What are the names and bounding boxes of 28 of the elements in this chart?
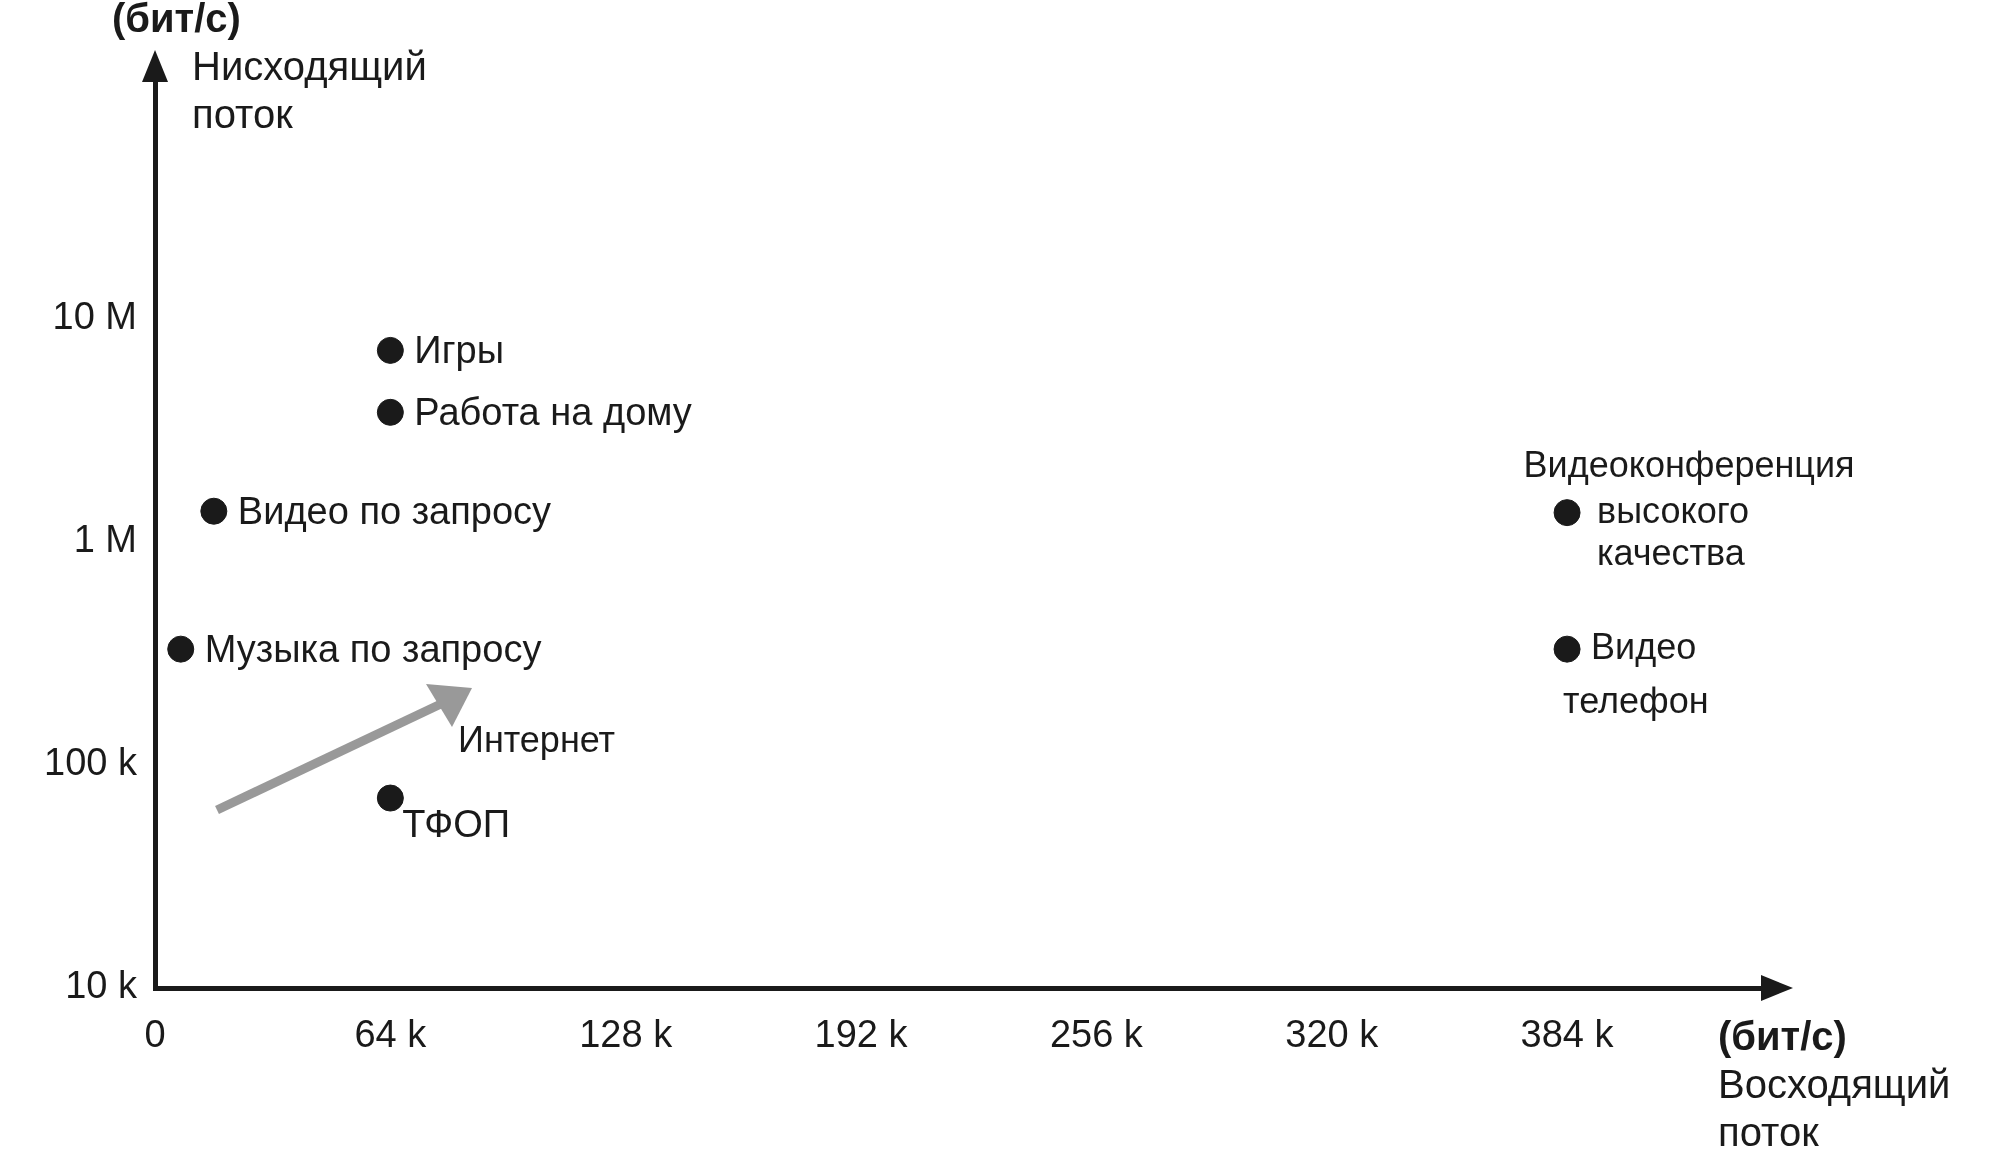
point [200, 497, 228, 525]
y-tick-label: 10 M [52, 295, 137, 338]
annotation: Игры [414, 328, 504, 371]
point [376, 784, 404, 812]
annotation: Работа на дому [414, 390, 692, 433]
x-axis-title: (бит/с) Восходящий поток [1718, 1013, 1951, 1156]
x-tick-label: 128 k [579, 1013, 674, 1056]
x-tick-label: 384 k [1520, 1013, 1615, 1056]
annotation: Интернет [458, 718, 616, 760]
x-tick-label: 320 k [1285, 1013, 1380, 1056]
y-tick-label: 100 k [44, 741, 138, 784]
y-axis-title: (бит/с) Нисходящий поток [112, 0, 427, 138]
annotation: Музыка по запросу [204, 627, 542, 670]
annotation: Видео по запросу [237, 489, 552, 532]
point [167, 635, 195, 663]
point [376, 336, 404, 364]
annotation: ТФОП [402, 802, 511, 845]
x-tick-label: 192 k [814, 1013, 909, 1056]
y-tick-label: 10 k [65, 964, 138, 1007]
point [1553, 499, 1581, 527]
x-tick-label: 256 k [1049, 1013, 1144, 1056]
point [376, 398, 404, 426]
x-tick-label: 0 [144, 1013, 166, 1056]
point [1553, 635, 1581, 663]
x-tick-label: 64 k [354, 1013, 428, 1056]
annotation: Видеоконференция высокого качества [1523, 443, 1855, 573]
y-tick-label: 1 M [73, 518, 137, 561]
annotation: Видео телефон [1563, 626, 1709, 722]
